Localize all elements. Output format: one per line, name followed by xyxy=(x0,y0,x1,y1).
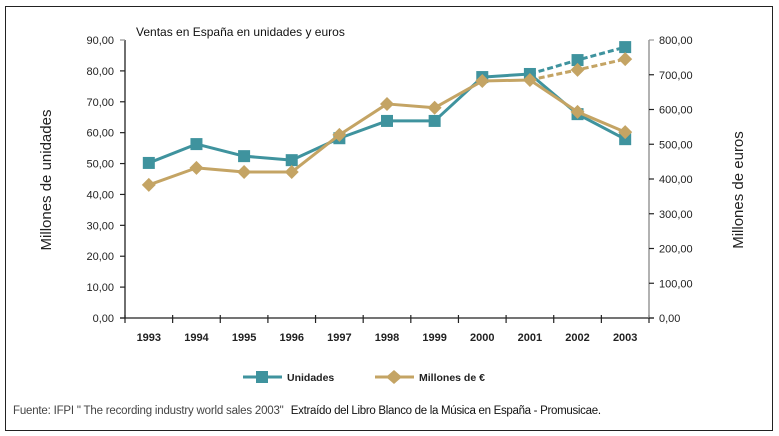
data-point-euros xyxy=(618,125,633,140)
data-point-euros xyxy=(570,104,585,119)
y2-tick-label: 800,00 xyxy=(659,35,693,47)
x-tick-label: 1998 xyxy=(375,332,399,344)
source-note: Fuente: IFPI " The recording industry wo… xyxy=(13,405,284,417)
legend-marker-euros xyxy=(386,370,402,384)
data-point-unidades xyxy=(142,156,155,169)
x-tick-label: 2002 xyxy=(565,332,589,344)
legend-label: Unidades xyxy=(287,372,334,384)
y-tick-label: 10,00 xyxy=(86,282,114,294)
y2-tick-label: 400,00 xyxy=(659,174,693,186)
data-point-euros xyxy=(141,177,156,192)
y-tick-label: 20,00 xyxy=(86,251,114,263)
y2-tick-label: 700,00 xyxy=(659,70,693,82)
x-tick-label: 1995 xyxy=(232,332,256,344)
data-point-euros xyxy=(475,74,490,89)
extract-note: Extraído del Libro Blanco de la Música e… xyxy=(290,405,601,417)
y2-axis-title: Millones de euros xyxy=(730,131,747,249)
y-tick-label: 50,00 xyxy=(86,159,114,171)
footer: Fuente: IFPI " The recording industry wo… xyxy=(13,405,601,417)
y-tick-label: 30,00 xyxy=(86,220,114,232)
chart-frame xyxy=(5,6,773,431)
legend-label: Millones de € xyxy=(419,372,485,384)
x-tick-label: 2003 xyxy=(613,332,637,344)
data-point-euros xyxy=(380,96,394,111)
series-line-euros xyxy=(148,78,626,187)
y2-tick-label: 0,00 xyxy=(659,313,680,325)
projection-point-euros xyxy=(618,52,633,67)
data-point-unidades xyxy=(381,114,393,127)
legend-marker-unidades xyxy=(256,371,268,383)
data-point-unidades xyxy=(190,138,203,151)
y2-tick-label: 200,00 xyxy=(659,244,693,256)
data-point-euros xyxy=(522,72,537,87)
y2-tick-label: 100,00 xyxy=(659,278,693,290)
data-point-unidades xyxy=(238,150,251,163)
y-tick-label: 80,00 xyxy=(86,66,114,78)
x-tick-label: 1994 xyxy=(184,332,209,344)
x-tick-label: 1996 xyxy=(279,332,303,344)
data-point-unidades xyxy=(285,154,298,167)
projection-point-euros xyxy=(570,62,585,77)
x-tick-label: 2000 xyxy=(470,332,494,344)
data-point-euros xyxy=(237,165,252,180)
projection-point-unidades xyxy=(619,41,632,54)
x-tick-label: 1997 xyxy=(327,332,351,344)
y-tick-label: 90,00 xyxy=(86,35,114,47)
data-point-euros xyxy=(189,160,204,175)
y-axis-title: Millones de unidades xyxy=(38,110,55,251)
projection-point-unidades xyxy=(571,54,584,67)
data-point-unidades xyxy=(428,114,441,127)
data-point-euros xyxy=(427,100,442,115)
y2-tick-label: 300,00 xyxy=(659,209,693,221)
data-point-unidades xyxy=(619,133,632,146)
y2-tick-label: 600,00 xyxy=(659,105,693,117)
x-tick-label: 1993 xyxy=(137,332,161,344)
y2-tick-label: 500,00 xyxy=(659,139,693,151)
data-point-euros xyxy=(284,165,299,180)
x-tick-label: 2001 xyxy=(518,332,542,344)
x-tick-label: 1999 xyxy=(422,332,446,344)
chart-title: Ventas en España en unidades y euros xyxy=(136,25,345,39)
y-tick-label: 70,00 xyxy=(86,97,114,109)
y-tick-label: 0,00 xyxy=(93,313,114,325)
y-tick-label: 40,00 xyxy=(86,189,114,201)
data-point-euros xyxy=(332,127,347,142)
y-tick-label: 60,00 xyxy=(86,128,114,140)
